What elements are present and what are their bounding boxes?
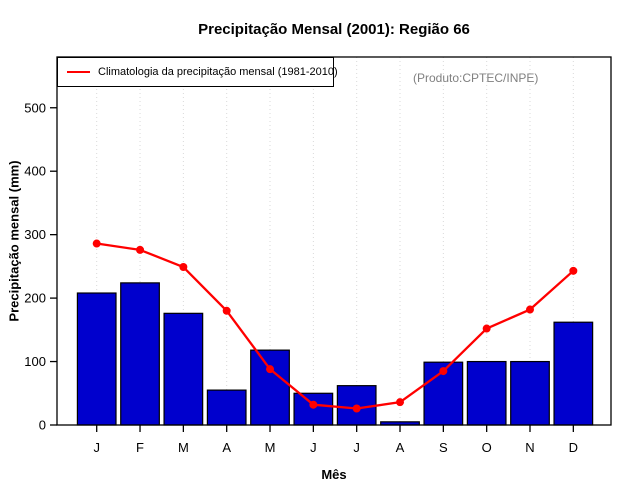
x-tick-label: F <box>136 440 144 455</box>
y-tick-label: 100 <box>24 354 46 369</box>
bar-M-3 <box>163 312 204 426</box>
x-tick-label: S <box>439 440 448 455</box>
y-tick-label: 300 <box>24 227 46 242</box>
climatology-point-5 <box>266 365 275 374</box>
x-tick-label: J <box>93 440 100 455</box>
bar-F-2 <box>120 282 160 426</box>
climatology-point-12 <box>569 266 578 275</box>
legend-line-swatch <box>67 71 90 73</box>
x-tick-label: J <box>353 440 360 455</box>
chart-title: Precipitação Mensal (2001): Região 66 <box>198 21 470 38</box>
climatology-line <box>96 242 575 410</box>
x-tick-label: A <box>396 440 405 455</box>
y-tick-label: 0 <box>39 418 46 433</box>
y-tick-label: 200 <box>24 291 46 306</box>
x-tick-label: M <box>265 440 276 455</box>
x-tick-label: O <box>482 440 492 455</box>
bar-D-12 <box>553 321 594 426</box>
climatology-point-6 <box>309 400 318 409</box>
climatology-point-7 <box>352 404 361 413</box>
bar-A-4 <box>206 389 247 426</box>
climatology-point-9 <box>439 367 448 376</box>
x-tick-label: M <box>178 440 189 455</box>
climatology-point-4 <box>222 306 231 315</box>
x-tick-label: A <box>222 440 231 455</box>
y-tick-label: 500 <box>24 100 46 115</box>
x-axis-label: Mês <box>321 467 347 482</box>
climatology-point-2 <box>136 245 145 254</box>
legend-label: Climatologia da precipitação mensal (198… <box>98 66 338 78</box>
climatology-point-3 <box>179 263 188 272</box>
bar-M-5 <box>250 349 290 426</box>
y-axis-label: Precipitação mensal (mm) <box>6 160 22 322</box>
bar-O-10 <box>466 360 507 426</box>
climatology-point-10 <box>482 324 491 333</box>
producer-note: (Produto:CPTEC/INPE) <box>413 71 539 85</box>
bar-J-6 <box>293 392 334 426</box>
climatology-point-1 <box>92 239 101 248</box>
plot-box <box>56 56 612 426</box>
bar-J-1 <box>76 292 117 426</box>
x-tick-label: J <box>310 440 317 455</box>
bar-N-11 <box>510 360 550 426</box>
legend-box: Climatologia da precipitação mensal (198… <box>57 57 338 87</box>
y-tick-label: 400 <box>24 164 46 179</box>
x-tick-label: D <box>569 440 578 455</box>
x-tick-label: N <box>525 440 534 455</box>
climatology-point-8 <box>396 398 405 407</box>
climatology-point-11 <box>526 305 534 314</box>
